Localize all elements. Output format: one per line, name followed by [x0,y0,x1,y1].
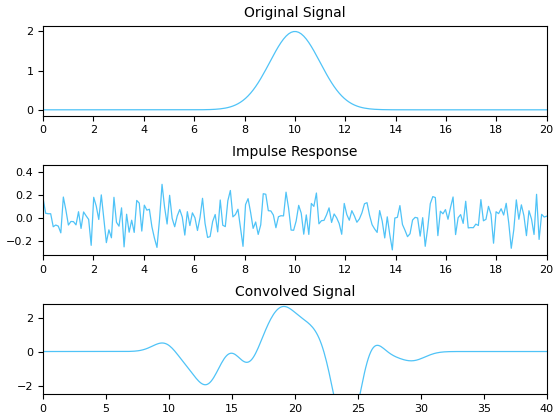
Title: Impulse Response: Impulse Response [232,145,358,160]
Title: Original Signal: Original Signal [244,6,346,20]
Title: Convolved Signal: Convolved Signal [235,285,355,299]
